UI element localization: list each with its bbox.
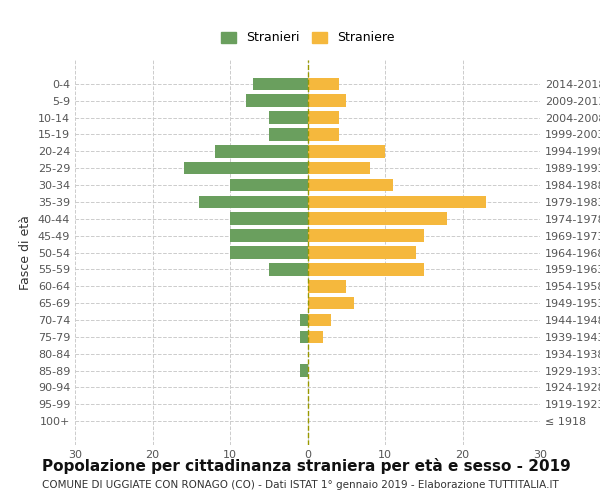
Bar — [308, 78, 338, 90]
Bar — [308, 280, 346, 292]
Bar — [308, 162, 370, 174]
Bar — [199, 196, 308, 208]
Bar — [230, 212, 308, 225]
Bar — [230, 178, 308, 192]
Bar — [269, 128, 308, 141]
Bar — [308, 145, 385, 158]
Bar — [269, 263, 308, 276]
Bar — [308, 230, 424, 242]
Bar — [308, 178, 393, 192]
Bar — [184, 162, 308, 174]
Bar — [245, 94, 308, 107]
Bar — [300, 364, 308, 377]
Bar — [308, 128, 338, 141]
Legend: Stranieri, Straniere: Stranieri, Straniere — [217, 28, 398, 48]
Bar — [308, 212, 447, 225]
Bar — [253, 78, 308, 90]
Bar — [308, 263, 424, 276]
Bar — [300, 314, 308, 326]
Bar — [215, 145, 308, 158]
Bar — [308, 330, 323, 343]
Bar — [308, 314, 331, 326]
Bar — [300, 330, 308, 343]
Bar — [308, 94, 346, 107]
Bar — [308, 111, 338, 124]
Text: COMUNE DI UGGIATE CON RONAGO (CO) - Dati ISTAT 1° gennaio 2019 - Elaborazione TU: COMUNE DI UGGIATE CON RONAGO (CO) - Dati… — [42, 480, 559, 490]
Bar — [308, 246, 416, 259]
Bar — [269, 111, 308, 124]
Bar — [230, 230, 308, 242]
Bar — [308, 196, 486, 208]
Bar — [308, 297, 354, 310]
Text: Popolazione per cittadinanza straniera per età e sesso - 2019: Popolazione per cittadinanza straniera p… — [42, 458, 571, 473]
Bar — [230, 246, 308, 259]
Y-axis label: Fasce di età: Fasce di età — [19, 215, 32, 290]
